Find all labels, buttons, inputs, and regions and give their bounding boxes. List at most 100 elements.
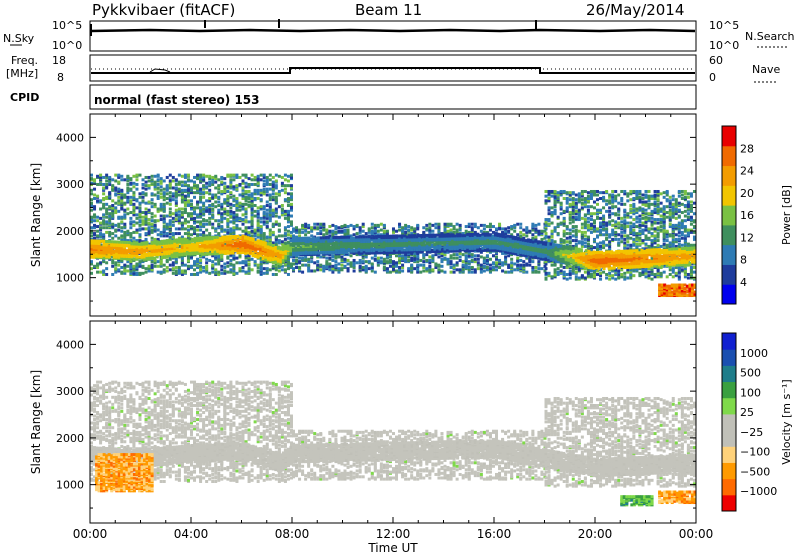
echo-cell: [145, 238, 148, 241]
echo-cell: [238, 176, 241, 179]
echo-cell: [471, 271, 474, 274]
echo-cell: [132, 185, 135, 188]
echo-cell: [331, 265, 334, 268]
echo-cell: [623, 275, 626, 278]
echo-cell: [211, 260, 214, 263]
echo-cell: [263, 267, 266, 270]
echo-cell: [269, 193, 272, 196]
echo-cell: [587, 224, 590, 227]
echo-cell: [356, 224, 359, 227]
echo-cell: [211, 193, 214, 196]
echo-cell: [632, 218, 635, 221]
echo-cell: [178, 188, 181, 191]
echo-cell: [301, 271, 304, 274]
echo-cell: [316, 264, 319, 267]
freq-tick-top: 18: [52, 54, 66, 67]
echo-cell: [620, 203, 623, 206]
echo-cell: [644, 201, 647, 204]
echo-cell: [584, 197, 587, 200]
echo-cell: [226, 185, 229, 188]
echo-cell: [160, 177, 163, 180]
echo-cell: [322, 233, 325, 236]
echo-cell: [666, 244, 669, 247]
echo-cell: [298, 229, 301, 232]
echo-cell: [120, 220, 123, 223]
echo-cell: [142, 227, 145, 230]
echo-cell: [638, 218, 641, 221]
echo-cell: [214, 205, 217, 208]
echo-cell: [350, 224, 353, 227]
echo-cell: [135, 174, 138, 177]
echo-cell: [226, 218, 229, 221]
echo-cell: [428, 223, 431, 226]
echo-cell: [611, 229, 614, 232]
echo-cell: [263, 211, 266, 214]
echo-cell: [220, 181, 223, 184]
echo-cell: [690, 244, 693, 247]
echo-cell: [169, 195, 172, 198]
echo-cell: [560, 202, 563, 205]
echo-cell: [654, 218, 657, 221]
echo-cell: [492, 254, 495, 257]
echo-cell: [657, 232, 660, 235]
echo-cell: [513, 230, 516, 233]
echo-cell: [584, 271, 587, 274]
echo-cell: [260, 217, 263, 220]
echo-cell: [566, 197, 569, 200]
echo-cell: [220, 272, 223, 275]
echo-cell: [138, 260, 141, 263]
echo-cell: [522, 260, 525, 263]
echo-cell: [632, 197, 635, 200]
echo-cell: [202, 184, 205, 187]
echo-cell: [263, 188, 266, 191]
echo-cell: [223, 185, 226, 188]
echo-cell: [214, 181, 217, 184]
echo-cell: [657, 222, 660, 225]
echo-cell: [593, 225, 596, 228]
echo-cell: [193, 196, 196, 199]
echo-cell: [138, 272, 141, 275]
echo-cell: [437, 223, 440, 226]
echo-cell: [281, 176, 284, 179]
echo-cell: [166, 176, 169, 179]
echo-cell: [135, 206, 138, 209]
echo-cell: [635, 190, 638, 193]
echo-cell: [504, 271, 507, 274]
echo-cell: [266, 225, 269, 228]
echo-cell: [129, 182, 132, 185]
echo-cell: [644, 193, 647, 196]
echo-cell: [614, 231, 617, 234]
echo-cell: [626, 192, 629, 195]
echo-cell: [551, 275, 554, 278]
echo-cell: [468, 223, 471, 226]
echo-cell: [386, 230, 389, 233]
echo-cell: [281, 204, 284, 207]
echo-cell: [669, 199, 672, 202]
echo-cell: [584, 213, 587, 216]
echo-cell: [453, 253, 456, 256]
echo-cell: [626, 225, 629, 228]
echo-cell: [199, 220, 202, 223]
echo-cell: [298, 257, 301, 260]
echo-cell: [575, 239, 578, 242]
echo-cell: [232, 195, 235, 198]
echo-cell: [208, 189, 211, 192]
echo-cell: [626, 244, 629, 247]
echo-cell: [328, 262, 331, 265]
echo-cell: [663, 191, 666, 194]
echo-cell: [278, 190, 281, 193]
echo-cell: [519, 223, 522, 226]
echo-cell: [581, 190, 584, 193]
echo-cell: [599, 222, 602, 225]
echo-cell: [196, 206, 199, 209]
echo-cell: [534, 269, 537, 272]
echo-cell: [211, 264, 214, 267]
echo-cell: [278, 269, 281, 272]
echo-cell: [235, 272, 238, 275]
echo-cell: [681, 193, 684, 196]
echo-cell: [617, 213, 620, 216]
echo-cell: [287, 230, 290, 233]
echo-cell: [563, 230, 566, 233]
echo-cell: [657, 239, 660, 242]
echo-cell: [96, 175, 99, 178]
